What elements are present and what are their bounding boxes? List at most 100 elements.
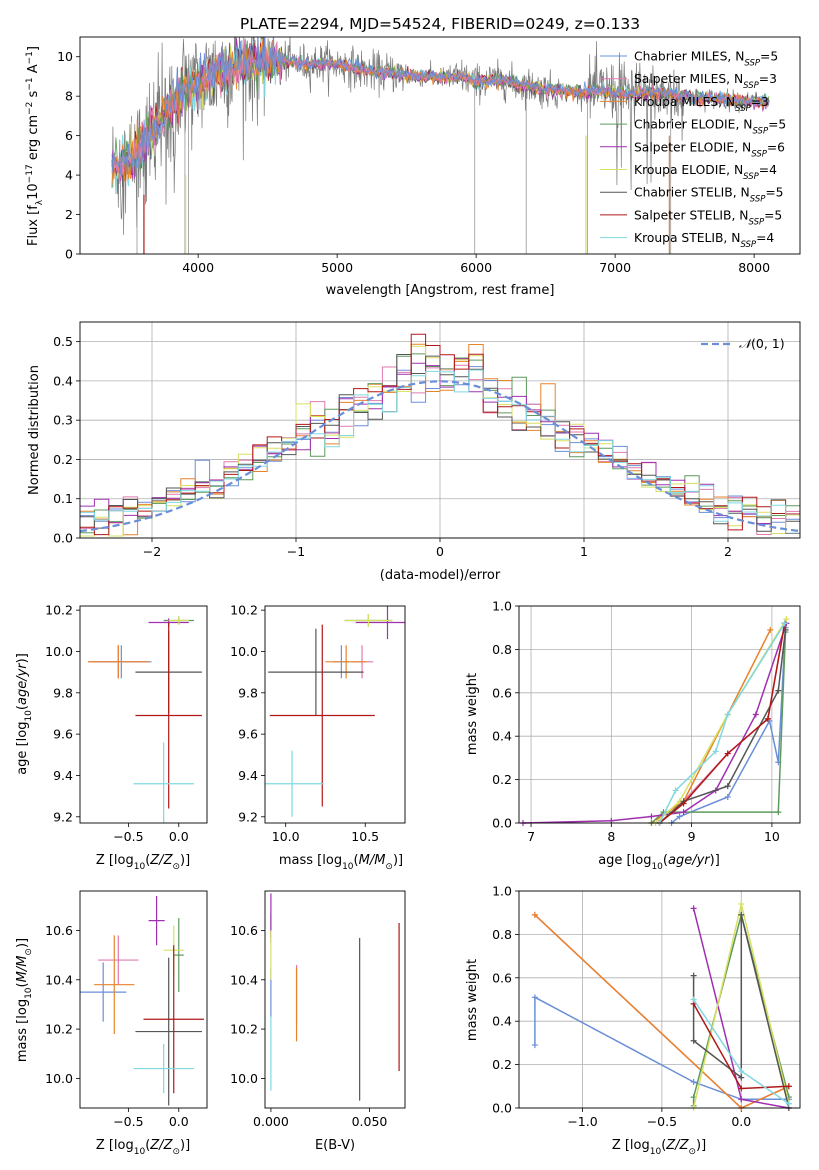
y-tick-label: 0.5 [53,334,73,349]
y-tick-label: 10.4 [45,972,73,987]
panel-3: −0.5 0.0 9.2 9.4 9.6 9.8 10.0 10.2 Z [log10(Z/Z⊙… [15,603,208,872]
y-tick-label: 0.0 [53,531,73,546]
plot-area [270,893,400,1101]
axes-frame [264,605,406,824]
x-tick-label: 10 [764,829,780,844]
panel-4: 10.0 10.5 9.2 9.4 9.6 9.8 10.0 10.2 mass [log10(… [230,603,406,872]
plot-area [88,616,202,823]
marker [775,687,782,694]
panel-7: 0.000 0.050 10.0 10.2 10.4 10.6 E(B-V) [230,890,406,1153]
marker [680,809,687,816]
y-tick-label: 0.0 [492,1101,512,1116]
y-tick-label: 9.8 [238,685,258,700]
marker [767,626,774,633]
legend-label: Kroupa MILES, NSSP=3 [634,95,769,114]
normal-curve [80,380,800,533]
x-tick-label: −0.5 [113,829,143,844]
y-axis-label: age [log10(age/yr)] [15,653,34,775]
x-axis-label: age [log10(age/yr)] [598,853,720,872]
y-tick-label: 0.4 [53,373,73,388]
x-tick-label: −0.5 [113,1114,143,1129]
y-tick-label: 0.4 [492,729,512,744]
marker [680,800,687,807]
marker [775,809,782,816]
marker [724,750,731,757]
y-tick-label: 10.4 [230,972,258,987]
legend-label: Salpeter MILES, NSSP=3 [634,72,777,91]
legend-label: 𝒩(0, 1) [739,336,785,351]
x-axis-label: Z [log10(Z/Z⊙)] [96,1138,190,1157]
x-tick-label: 8 [607,829,615,844]
x-axis-label: E(B-V) [315,1138,355,1153]
legend-label: Salpeter ELODIE, NSSP=6 [634,140,785,159]
marker [783,616,790,623]
marker [724,711,731,718]
x-tick-label: 9 [688,829,696,844]
axes-frame [79,605,208,824]
marker [738,1068,745,1075]
x-tick-label: −2 [143,544,161,559]
residual-hist-8 [80,369,800,536]
axes-frame [518,890,801,1109]
x-tick-label: 4000 [182,260,214,275]
plot-area [520,616,790,826]
axes-frame [518,605,801,824]
legend-label: Chabrier ELODIE, NSSP=5 [634,118,786,137]
x-tick-label: 0.0 [731,1114,751,1129]
marker [531,994,538,1001]
y-tick-label: 0.2 [53,452,73,467]
y-tick-label: 10.0 [45,644,73,659]
y-axis-label: Normed distribution [27,365,42,495]
mass-weight-line-0 [671,627,787,824]
y-tick-label: 9.2 [53,809,73,824]
marker [785,1100,792,1107]
x-tick-label: 7000 [599,260,631,275]
y-tick-label: 9.8 [53,685,73,700]
marker [738,1074,745,1081]
axes-frame [79,36,801,255]
model-spectrum-0 [111,37,770,176]
plot-area [80,895,204,1106]
x-tick-label: 5000 [321,260,353,275]
marker [738,911,745,918]
panel-6: −0.5 0.0 10.0 10.2 10.4 10.6 Z [log10(Z/Z⊙)] ma… [15,890,208,1157]
y-tick-label: 8 [65,89,73,104]
plot-area [111,37,770,254]
marker [531,1042,538,1049]
y-tick-label: 0.6 [492,970,512,985]
y-tick-label: 9.6 [238,727,258,742]
y-tick-label: 10.0 [230,644,258,659]
axes-frame [79,321,801,539]
y-tick-label: 0.6 [492,685,512,700]
y-tick-label: 10.2 [45,603,73,618]
y-tick-label: 10 [57,49,73,64]
marker [690,1078,697,1085]
figure-title: PLATE=2294, MJD=54524, FIBERID=0249, z=0… [240,15,640,33]
x-axis-label: Z [log10(Z/Z⊙)] [612,1138,706,1157]
x-tick-label: 1 [580,544,588,559]
y-axis-label: mass [log10(M/M⊙)] [15,938,34,1062]
marker [676,813,683,820]
y-tick-label: 0.8 [492,642,512,657]
plot-area [80,333,800,537]
x-axis-label: (data-model)/error [380,568,501,583]
y-tick-label: 9.4 [238,768,258,783]
x-axis-label: mass [log10(M/M⊙)] [279,853,403,872]
mass-weight-line-3 [650,631,787,824]
y-tick-label: 1.0 [492,884,512,899]
y-tick-label: 9.2 [238,809,258,824]
marker [738,1085,745,1092]
y-tick-label: 0 [65,247,73,262]
marker [724,783,731,790]
plot-area [265,606,405,817]
marker [781,620,788,627]
marker [690,1037,697,1044]
residual-hist-6 [80,354,800,532]
x-tick-label: −0.5 [647,1114,677,1129]
model-spectrum-1 [111,39,770,184]
y-tick-label: 10.6 [45,923,73,938]
x-tick-label: 10.0 [272,829,300,844]
y-tick-label: 2 [65,207,73,222]
x-tick-label: 0.000 [253,1114,289,1129]
